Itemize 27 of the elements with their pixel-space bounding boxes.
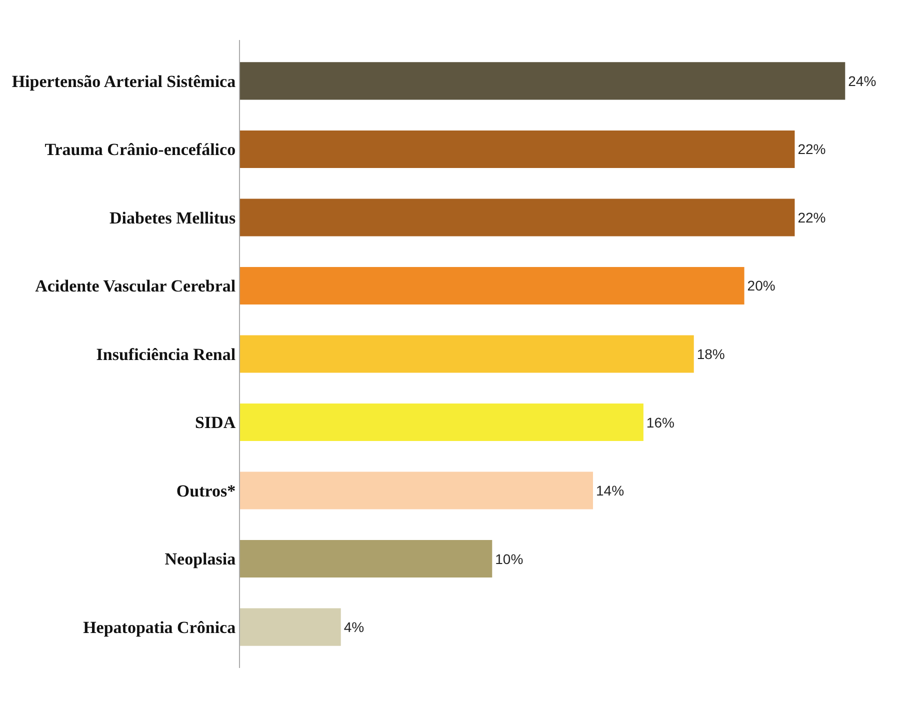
- data-label: 24%: [848, 72, 876, 89]
- y-tick-label: Acidente Vascular Cerebral: [35, 276, 236, 296]
- data-label: 4%: [344, 619, 364, 636]
- y-tick-label: Outros*: [176, 481, 236, 500]
- y-tick-label: Hepatopatia Crônica: [83, 618, 236, 637]
- bar: [240, 62, 846, 100]
- bar: [240, 198, 795, 236]
- data-label: 14%: [596, 482, 624, 499]
- bar: [240, 540, 492, 578]
- bar: [240, 608, 341, 646]
- bar: [240, 335, 694, 373]
- bar: [240, 130, 795, 168]
- data-label: 18%: [696, 346, 725, 362]
- y-tick-label: Insuficiência Renal: [96, 344, 236, 364]
- bar: [240, 472, 593, 510]
- y-tick-label: Hipertensão Arterial Sistêmica: [12, 72, 236, 91]
- bar: [240, 266, 744, 305]
- data-label: 22%: [798, 209, 826, 226]
- y-tick-label: SIDA: [194, 413, 236, 432]
- data-label: 20%: [747, 278, 776, 294]
- data-label: 16%: [646, 414, 674, 430]
- data-label: 10%: [495, 550, 524, 567]
- y-tick-label: Diabetes Mellitus: [110, 208, 236, 228]
- data-label: 22%: [798, 141, 826, 158]
- bar: [240, 403, 644, 442]
- y-tick-label: Neoplasia: [164, 550, 236, 569]
- y-tick-label: Trauma Crânio-encefálico: [44, 140, 236, 160]
